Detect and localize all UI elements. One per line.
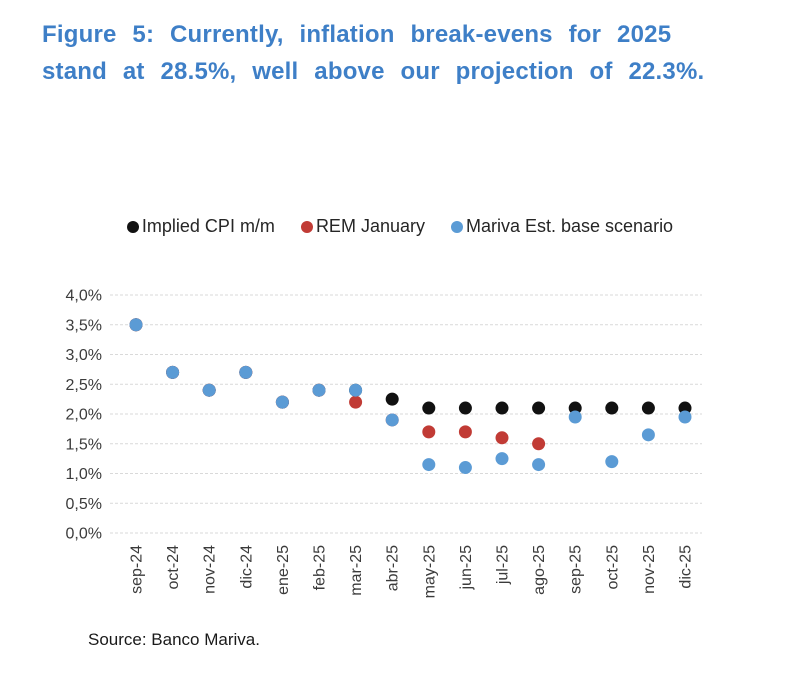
point-mariva-est-base-scenario <box>166 365 180 379</box>
y-axis-tick-label: 0,5% <box>66 496 102 513</box>
inflation-breakevens-scatter-chart: 4,0% 3,5% 3,0% 2,5% 2,0% 1,5% 1,0% 0,5% 0,0% sep-… <box>66 288 702 598</box>
legend-item-rem-january: REM January <box>300 216 425 237</box>
x-axis-tick-label: ago-25 <box>531 545 548 595</box>
point-implied-cpi-m-m <box>641 401 655 415</box>
x-axis-tick-label: oct-25 <box>604 545 621 590</box>
point-mariva-est-base-scenario <box>458 461 472 475</box>
figure-title: Figure 5: Currently, inflation break-eve… <box>42 16 794 90</box>
point-implied-cpi-m-m <box>532 401 546 415</box>
source-note: Source: Banco Mariva. <box>88 630 260 649</box>
legend-label-implied-cpi: Implied CPI m/m <box>141 216 275 236</box>
point-rem-january <box>422 425 436 439</box>
point-mariva-est-base-scenario <box>275 395 289 409</box>
y-axis-tick-label: 3,0% <box>66 347 102 364</box>
x-axis-tick-label: nov-25 <box>641 545 658 594</box>
x-axis-tick-label: oct-24 <box>165 545 182 590</box>
x-axis-tick-label: jun-25 <box>458 545 475 591</box>
x-axis-tick-label: ene-25 <box>275 545 292 595</box>
legend-marker-implied-cpi-icon <box>126 220 139 233</box>
point-mariva-est-base-scenario <box>605 455 619 469</box>
point-mariva-est-base-scenario <box>202 383 216 397</box>
point-rem-january <box>458 425 472 439</box>
x-axis-tick-label: jul-25 <box>495 545 512 585</box>
y-axis-tick-label: 1,0% <box>66 466 102 483</box>
point-rem-january <box>532 437 546 451</box>
x-axis-tick-label: sep-24 <box>129 545 146 594</box>
y-axis-tick-label: 4,0% <box>66 288 102 305</box>
point-mariva-est-base-scenario <box>532 458 546 472</box>
legend-label-mariva-base-scenario: Mariva Est. base scenario <box>465 216 674 236</box>
legend-marker-mariva-base-scenario-icon <box>450 220 463 233</box>
legend-item-mariva-base-scenario: Mariva Est. base scenario <box>450 216 674 237</box>
point-implied-cpi-m-m <box>678 401 692 415</box>
point-implied-cpi-m-m <box>605 401 619 415</box>
x-axis-tick-label: mar-25 <box>348 545 365 596</box>
x-axis-tick-label: may-25 <box>421 545 438 598</box>
legend-item-implied-cpi: Implied CPI m/m <box>126 216 275 237</box>
figure-title-line2: stand at 28.5%, well above our projectio… <box>42 58 705 85</box>
y-axis-tick-label: 0,0% <box>66 526 102 543</box>
x-axis-tick-label: nov-24 <box>202 545 219 594</box>
point-rem-january <box>495 431 509 445</box>
x-axis-tick-label: sep-25 <box>568 545 585 594</box>
point-mariva-est-base-scenario <box>312 383 326 397</box>
point-implied-cpi-m-m <box>422 401 436 415</box>
point-mariva-est-base-scenario <box>641 428 655 442</box>
point-mariva-est-base-scenario <box>385 413 399 427</box>
y-axis-tick-label: 2,5% <box>66 377 102 394</box>
point-mariva-est-base-scenario <box>568 410 582 424</box>
point-mariva-est-base-scenario <box>349 383 363 397</box>
y-axis-tick-label: 2,0% <box>66 407 102 424</box>
point-implied-cpi-m-m <box>458 401 472 415</box>
legend-marker-rem-january-icon <box>300 220 313 233</box>
chart-legend: Implied CPI m/m REM January Mariva Est. … <box>0 216 800 237</box>
legend-label-rem-january: REM January <box>315 216 425 236</box>
figure-title-line1: Figure 5: Currently, inflation break-eve… <box>42 21 672 48</box>
y-axis-tick-label: 3,5% <box>66 317 102 334</box>
point-mariva-est-base-scenario <box>129 318 143 332</box>
point-rem-january <box>349 395 363 409</box>
x-axis-tick-label: dic-24 <box>238 545 255 589</box>
x-axis-tick-label: feb-25 <box>312 545 329 590</box>
x-axis-tick-label: abr-25 <box>385 545 402 591</box>
point-mariva-est-base-scenario <box>422 458 436 472</box>
point-implied-cpi-m-m <box>385 392 399 406</box>
x-axis-tick-label: dic-25 <box>678 545 695 589</box>
y-axis-tick-label: 1,5% <box>66 436 102 453</box>
point-mariva-est-base-scenario <box>495 452 509 466</box>
point-implied-cpi-m-m <box>568 401 582 415</box>
point-mariva-est-base-scenario <box>239 365 253 379</box>
point-mariva-est-base-scenario <box>678 410 692 424</box>
point-implied-cpi-m-m <box>495 401 509 415</box>
